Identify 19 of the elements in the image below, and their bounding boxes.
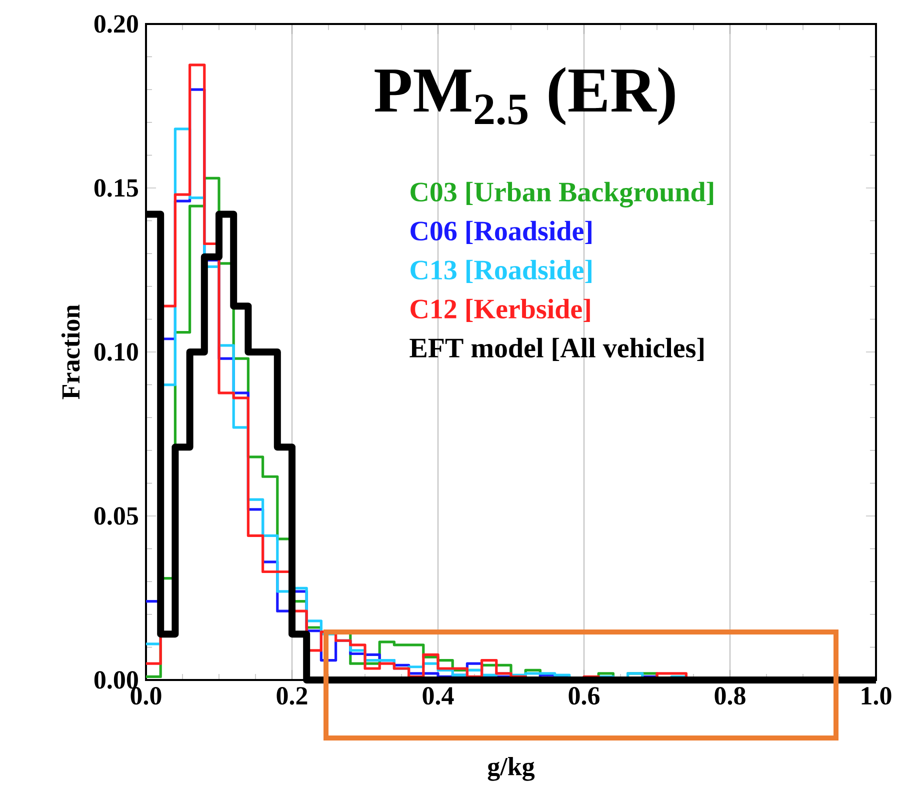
x-tick-label: 1.0 <box>862 687 892 705</box>
text: PM$_{2.5}$ (ER) <box>374 67 675 126</box>
x-tick-label: 0.2 <box>276 687 308 705</box>
text: EFT model [All vehicles] <box>410 338 704 361</box>
text: C06 [Roadside] <box>410 220 592 244</box>
y-tick-label: 0.00 <box>94 671 138 689</box>
text: C12 [Kerbside] <box>410 298 590 322</box>
y-axis-title: Fraction <box>61 304 80 400</box>
x-tick-label: 0.0 <box>130 687 162 705</box>
text: C03 [Urban Background] <box>410 182 714 208</box>
x-tick-label: 0.8 <box>714 687 746 705</box>
x-tick-label: 0.4 <box>422 687 454 705</box>
y-tick-label: 0.20 <box>94 15 138 33</box>
y-tick-label: 0.15 <box>94 179 138 197</box>
y-tick-label: 0.10 <box>94 343 138 361</box>
text: C13 [Roadside] <box>410 260 592 283</box>
y-tick-label: 0.05 <box>94 507 138 525</box>
x-tick-label: 0.6 <box>568 687 600 705</box>
x-axis-title: g/kg <box>488 757 535 781</box>
